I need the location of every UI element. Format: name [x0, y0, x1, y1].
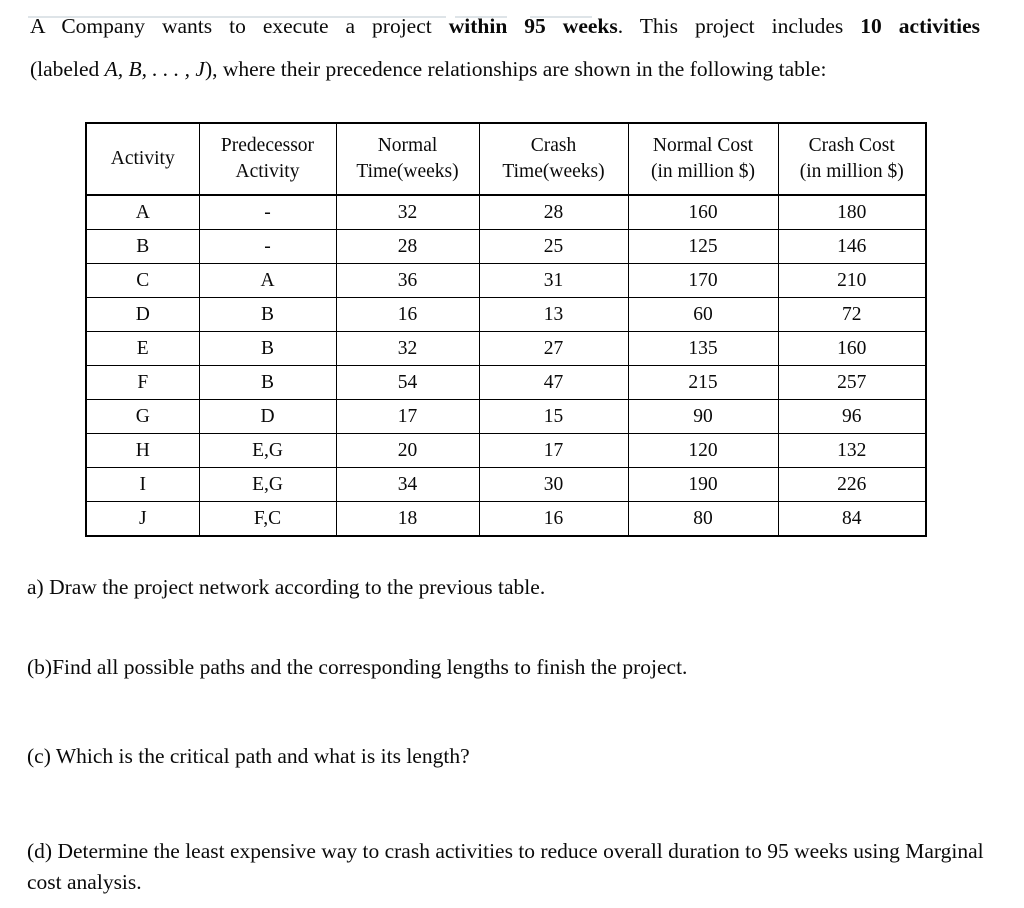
- cell-crash-cost: 72: [777, 297, 927, 332]
- cell-crash-time: 31: [478, 263, 629, 298]
- cell-predecessor: -: [198, 194, 337, 230]
- intro-text: (labeled: [30, 57, 105, 81]
- cell-activity: E: [85, 331, 200, 366]
- cell-crash-time: 30: [478, 467, 629, 502]
- cell-normal-time: 32: [335, 194, 480, 230]
- cell-normal-cost: 60: [627, 297, 779, 332]
- cell-crash-time: 13: [478, 297, 629, 332]
- col-header-normal-time: Normal Time(weeks): [335, 122, 480, 196]
- cell-normal-time: 16: [335, 297, 480, 332]
- table-row: C A 36 31 170 210: [85, 263, 927, 298]
- cell-normal-time: 32: [335, 331, 480, 366]
- table-row: G D 17 15 90 96: [85, 399, 927, 434]
- cell-normal-cost: 190: [627, 467, 779, 502]
- cell-activity: I: [85, 467, 200, 502]
- intro-line-2: (labeled A, B, . . . , J), where their p…: [30, 48, 980, 91]
- intro-italic-activity-labels: A, B, . . . , J: [104, 57, 205, 81]
- cell-activity: G: [85, 399, 200, 434]
- cell-normal-cost: 135: [627, 331, 779, 366]
- col-header-normal-cost: Normal Cost (in million $): [627, 122, 779, 196]
- intro-paragraph: A Company wants to execute a project wit…: [30, 5, 980, 91]
- table-row: E B 32 27 135 160: [85, 331, 927, 366]
- table-row: A - 32 28 160 180: [85, 194, 927, 230]
- cell-normal-time: 20: [335, 433, 480, 468]
- cell-normal-time: 34: [335, 467, 480, 502]
- cell-predecessor: F,C: [198, 501, 337, 537]
- cell-normal-time: 18: [335, 501, 480, 537]
- cell-predecessor: B: [198, 331, 337, 366]
- cell-activity: J: [85, 501, 200, 537]
- cell-predecessor: B: [198, 297, 337, 332]
- cell-crash-time: 47: [478, 365, 629, 400]
- cell-activity: B: [85, 229, 200, 264]
- scan-artifact-line: [28, 16, 446, 18]
- cell-crash-cost: 146: [777, 229, 927, 264]
- cell-crash-cost: 226: [777, 467, 927, 502]
- cell-predecessor: D: [198, 399, 337, 434]
- cell-predecessor: A: [198, 263, 337, 298]
- cell-crash-cost: 257: [777, 365, 927, 400]
- cell-normal-cost: 160: [627, 194, 779, 230]
- scan-artifact-line: [455, 16, 507, 18]
- table-row: H E,G 20 17 120 132: [85, 433, 927, 468]
- cell-predecessor: B: [198, 365, 337, 400]
- cell-crash-time: 16: [478, 501, 629, 537]
- table-row: B - 28 25 125 146: [85, 229, 927, 264]
- cell-activity: C: [85, 263, 200, 298]
- cell-crash-time: 15: [478, 399, 629, 434]
- cell-normal-cost: 120: [627, 433, 779, 468]
- table-row: D B 16 13 60 72: [85, 297, 927, 332]
- scan-artifact-line: [530, 16, 592, 18]
- question-d: (d) Determine the least expensive way to…: [27, 839, 984, 894]
- intro-line-1: A Company wants to execute a project wit…: [30, 5, 980, 48]
- table-header-row: Activity Predecessor Activity Normal Tim…: [85, 122, 927, 196]
- cell-crash-cost: 160: [777, 331, 927, 366]
- intro-text: ), where their precedence relationships …: [204, 57, 827, 81]
- cell-activity: D: [85, 297, 200, 332]
- question-b: (b)Find all possible paths and the corre…: [27, 655, 688, 679]
- cell-predecessor: -: [198, 229, 337, 264]
- cell-normal-cost: 90: [627, 399, 779, 434]
- question-a: a) Draw the project network according to…: [27, 575, 546, 599]
- cell-crash-cost: 180: [777, 194, 927, 230]
- col-header-activity: Activity: [85, 122, 200, 196]
- cell-crash-time: 27: [478, 331, 629, 366]
- col-header-crash-cost: Crash Cost (in million $): [777, 122, 927, 196]
- cell-normal-cost: 170: [627, 263, 779, 298]
- intro-bold-10-activities: 10 activities: [860, 14, 980, 38]
- cell-crash-time: 28: [478, 194, 629, 230]
- intro-text: A Company wants to execute a project: [30, 14, 449, 38]
- cell-normal-cost: 215: [627, 365, 779, 400]
- activities-table: Activity Predecessor Activity Normal Tim…: [85, 122, 927, 537]
- cell-normal-cost: 125: [627, 229, 779, 264]
- intro-bold-within-95-weeks: within 95 weeks: [448, 14, 618, 38]
- table-row: I E,G 34 30 190 226: [85, 467, 927, 502]
- table-row: F B 54 47 215 257: [85, 365, 927, 400]
- cell-crash-cost: 96: [777, 399, 927, 434]
- table-row: J F,C 18 16 80 84: [85, 501, 927, 537]
- cell-crash-cost: 84: [777, 501, 927, 537]
- cell-crash-time: 17: [478, 433, 629, 468]
- cell-crash-cost: 132: [777, 433, 927, 468]
- intro-text: . This project includes: [617, 14, 861, 38]
- question-c: (c) Which is the critical path and what …: [27, 744, 470, 768]
- cell-normal-cost: 80: [627, 501, 779, 537]
- cell-normal-time: 54: [335, 365, 480, 400]
- cell-normal-time: 17: [335, 399, 480, 434]
- cell-crash-cost: 210: [777, 263, 927, 298]
- cell-activity: F: [85, 365, 200, 400]
- cell-crash-time: 25: [478, 229, 629, 264]
- cell-predecessor: E,G: [198, 433, 337, 468]
- cell-activity: H: [85, 433, 200, 468]
- cell-normal-time: 36: [335, 263, 480, 298]
- col-header-crash-time: Crash Time(weeks): [478, 122, 629, 196]
- cell-activity: A: [85, 194, 200, 230]
- cell-normal-time: 28: [335, 229, 480, 264]
- cell-predecessor: E,G: [198, 467, 337, 502]
- col-header-predecessor: Predecessor Activity: [198, 122, 337, 196]
